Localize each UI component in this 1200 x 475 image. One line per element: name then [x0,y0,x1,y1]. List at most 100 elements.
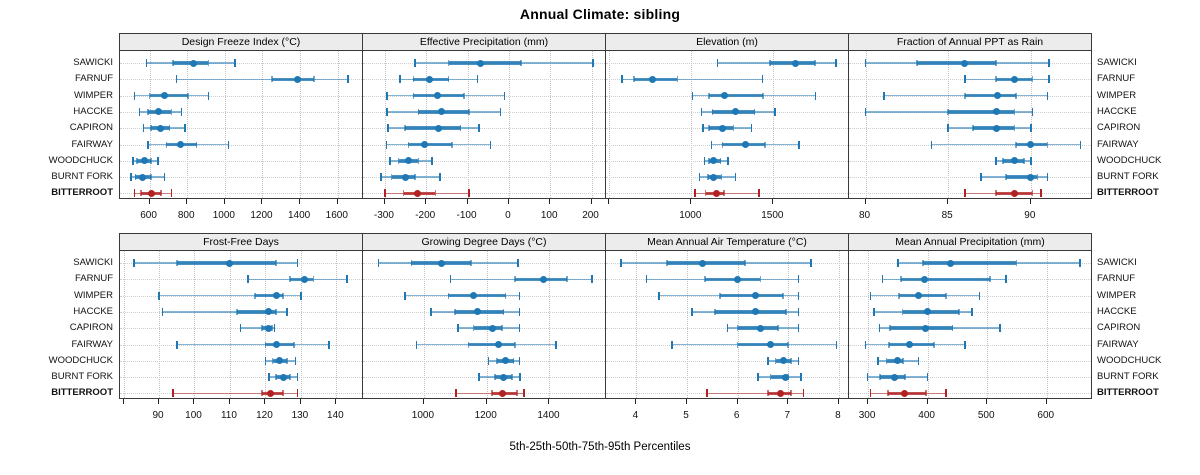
median-dot [276,357,284,365]
p25-cap [665,260,668,266]
p95-cap [1048,59,1050,67]
v-gridline [773,51,775,198]
p5-cap [172,389,174,398]
p25-cap [1001,157,1004,164]
p95-cap [1030,124,1032,133]
p5-cap [133,189,136,198]
axis-tick [299,399,301,404]
p25-cap [417,108,420,115]
h-gridline [120,63,362,64]
interval-5-95 [622,78,763,81]
v-gridline [636,251,638,398]
axis-tick-label: 90 [1024,210,1036,221]
p95-cap [296,373,299,382]
p25-cap [703,276,706,283]
axis-tick [336,199,338,204]
p5-cap [882,91,885,100]
panel-plot [605,251,849,399]
p5-cap [864,59,867,67]
p75-cap [1031,76,1034,83]
p95-cap [945,389,947,398]
p25-cap [271,357,274,364]
median-dot [279,373,287,381]
site-label-right: HACCKE [1097,305,1137,317]
h-gridline [363,177,605,179]
v-gridline [591,51,593,198]
p75-cap [989,276,991,283]
site-label-left: BURNT FORK [51,171,113,183]
p25-cap [402,190,405,197]
p95-cap [519,373,522,382]
site-label-left: CAPIRON [69,122,113,134]
p75-cap [1015,92,1017,99]
p75-cap [789,357,792,364]
h-gridline [120,377,362,379]
p95-cap [797,291,800,300]
interval-5-95 [176,78,348,81]
site-label-right: WIMPER [1097,89,1137,101]
v-gridline [187,51,189,198]
p25-cap [1015,141,1017,148]
h-gridline [120,279,362,281]
p75-cap [463,92,465,99]
p5-cap [658,291,660,300]
p25-cap [165,141,168,148]
p95-cap [180,107,183,116]
p75-cap [187,92,189,99]
p95-cap [1046,91,1049,100]
p75-cap [565,276,568,283]
p75-cap [784,308,787,315]
h-gridline [363,79,605,81]
axis-tick-label: 130 [291,410,309,421]
p5-cap [387,124,389,133]
p95-cap [285,307,288,316]
p75-cap [723,190,725,197]
site-label-left: FAIRWAY [71,138,113,150]
axis-tick [590,199,592,204]
v-gridline [486,251,488,398]
axis-tick [223,199,225,204]
interval-25-75 [714,310,786,314]
v-gridline [550,51,552,198]
panel-title: Frost-Free Days [203,236,279,248]
p75-cap [759,276,762,283]
interval-25-75 [916,61,997,65]
h-gridline [363,193,605,195]
p95-cap [207,91,210,100]
p75-cap [732,125,735,132]
p75-cap [720,174,723,181]
panel-title: Mean Annual Air Temperature (°C) [647,236,807,248]
panel-strip: Mean Annual Precipitation (mm) [848,233,1092,251]
site-label-left: WIMPER [73,289,113,301]
p5-cap [963,75,966,84]
v-gridline [336,251,338,398]
median-dot [414,189,422,197]
median-dot [648,75,656,83]
p25-cap [135,157,138,164]
v-gridline [159,251,161,398]
v-gridline [508,51,510,198]
median-dot [891,373,899,381]
interval-5-95 [931,143,1081,146]
p5-cap [158,291,160,300]
p95-cap [296,259,299,267]
p25-cap [707,174,709,181]
median-dot [782,373,790,381]
axis-tick [986,399,988,404]
axis-tick [608,199,610,204]
p75-cap [470,260,472,266]
chart-title: Annual Climate: sibling [519,6,681,22]
site-label-left: FAIRWAY [71,338,113,350]
median-dot [435,124,443,132]
p75-cap [511,374,513,381]
p5-cap [138,107,141,116]
p95-cap [234,59,236,67]
p95-cap [489,140,492,149]
p25-cap [454,308,456,315]
p95-cap [750,124,753,133]
median-dot [710,173,718,181]
median-dot [718,124,726,132]
p25-cap [390,174,393,181]
v-gridline [868,251,870,398]
site-label-right: WIMPER [1097,289,1137,301]
